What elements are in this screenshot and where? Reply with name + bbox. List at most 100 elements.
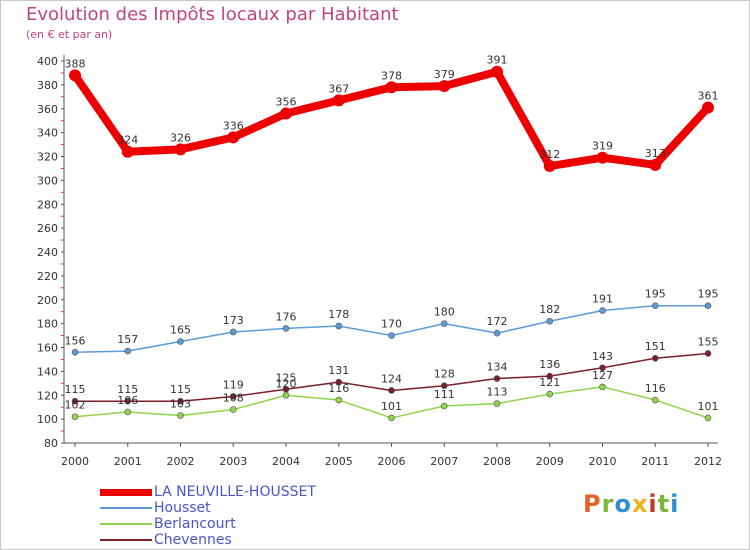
legend-swatch — [100, 489, 152, 496]
x-tick-label: 2012 — [694, 455, 722, 468]
y-tick-label: 340 — [37, 127, 58, 140]
logo-letter: r — [601, 490, 615, 518]
data-label-chevennes: 119 — [223, 378, 244, 391]
data-label-housset: 170 — [381, 318, 402, 331]
data-label-housset: 195 — [645, 288, 666, 301]
data-point-berlancourt — [177, 412, 184, 419]
data-label-berlancourt: 106 — [117, 394, 138, 407]
data-point-chevennes — [704, 350, 712, 357]
data-point-berlancourt — [229, 406, 237, 413]
logo-letter: i — [648, 490, 658, 518]
y-tick-label: 260 — [37, 222, 58, 235]
data-label-la-neuville-housset: 312 — [539, 148, 560, 161]
data-label-berlancourt: 127 — [592, 369, 613, 382]
data-point-chevennes — [282, 385, 290, 393]
data-point-berlancourt — [493, 400, 501, 407]
data-label-berlancourt: 101 — [698, 400, 719, 413]
data-point-housset — [651, 302, 659, 310]
data-label-la-neuville-housset: 361 — [698, 90, 719, 103]
data-label-berlancourt: 102 — [65, 399, 86, 412]
y-tick-label: 200 — [37, 294, 58, 307]
data-label-berlancourt: 116 — [328, 382, 349, 395]
data-label-berlancourt: 113 — [487, 386, 508, 399]
y-tick-label: 160 — [37, 342, 58, 355]
data-point-la-neuville-housset — [332, 94, 345, 107]
data-label-la-neuville-housset: 378 — [381, 69, 402, 82]
data-label-la-neuville-housset: 319 — [592, 140, 613, 153]
x-tick-label: 2000 — [61, 455, 89, 468]
data-point-la-neuville-housset — [596, 151, 609, 164]
y-tick-label: 240 — [37, 246, 58, 259]
data-label-housset: 182 — [539, 303, 560, 316]
data-label-berlancourt: 103 — [170, 398, 191, 411]
y-tick-label: 380 — [37, 79, 58, 92]
y-tick-label: 100 — [37, 413, 58, 426]
data-point-chevennes — [440, 382, 448, 390]
x-tick-label: 2001 — [114, 455, 142, 468]
y-tick-label: 180 — [37, 318, 58, 331]
data-point-la-neuville-housset — [649, 158, 662, 171]
legend-label: Housset — [154, 500, 211, 516]
data-point-housset — [546, 317, 554, 325]
x-tick-label: 2002 — [167, 455, 195, 468]
data-label-housset: 191 — [592, 292, 613, 305]
x-tick-label: 2004 — [272, 455, 300, 468]
data-point-chevennes — [388, 387, 395, 394]
data-point-housset — [282, 325, 290, 332]
legend-label: LA NEUVILLE-HOUSSET — [154, 484, 316, 500]
data-point-la-neuville-housset — [280, 107, 292, 120]
y-tick-label: 220 — [37, 270, 58, 283]
proxiti-logo: Proxiti — [583, 490, 679, 518]
data-label-la-neuville-housset: 367 — [328, 82, 349, 95]
legend-label: Berlancourt — [154, 516, 236, 532]
data-label-chevennes: 151 — [645, 340, 666, 353]
data-point-la-neuville-housset — [702, 101, 714, 114]
data-point-berlancourt — [388, 414, 395, 422]
y-tick-label: 320 — [37, 151, 58, 164]
y-tick-label: 280 — [37, 198, 58, 211]
data-label-housset: 172 — [487, 315, 508, 328]
data-label-chevennes: 115 — [65, 383, 86, 396]
data-point-chevennes — [546, 372, 554, 380]
data-point-housset — [599, 307, 606, 314]
data-label-housset: 156 — [65, 334, 86, 347]
logo-letter: t — [657, 490, 671, 518]
data-point-housset — [177, 338, 184, 345]
data-point-housset — [493, 329, 501, 337]
data-point-berlancourt — [282, 391, 290, 399]
data-label-la-neuville-housset: 388 — [65, 57, 86, 70]
data-point-la-neuville-housset — [543, 160, 556, 173]
data-label-chevennes: 131 — [328, 364, 349, 377]
data-label-berlancourt: 116 — [645, 382, 666, 395]
data-point-chevennes — [335, 378, 343, 386]
data-point-housset — [124, 347, 132, 355]
data-label-chevennes: 124 — [381, 372, 402, 385]
data-point-housset — [229, 328, 237, 336]
data-point-la-neuville-housset — [385, 81, 398, 94]
data-point-la-neuville-housset — [121, 145, 134, 158]
data-label-berlancourt: 111 — [434, 388, 455, 401]
y-tick-label: 400 — [37, 55, 58, 68]
data-point-berlancourt — [124, 408, 132, 416]
logo-letter: o — [614, 490, 632, 518]
data-point-housset — [388, 332, 395, 339]
data-label-la-neuville-housset: 336 — [223, 119, 244, 132]
x-tick-label: 2008 — [483, 455, 511, 468]
data-label-housset: 173 — [223, 314, 244, 327]
logo-letter: i — [670, 490, 680, 518]
data-point-la-neuville-housset — [227, 131, 240, 144]
data-label-chevennes: 155 — [698, 335, 719, 348]
y-tick-label: 360 — [37, 103, 58, 116]
y-tick-label: 140 — [37, 365, 58, 378]
data-label-chevennes: 115 — [117, 383, 138, 396]
data-point-la-neuville-housset — [438, 80, 451, 93]
x-tick-label: 2003 — [219, 455, 247, 468]
data-label-housset: 178 — [328, 308, 349, 321]
x-tick-label: 2009 — [536, 455, 564, 468]
legend-swatch — [100, 539, 152, 541]
data-label-berlancourt: 108 — [223, 392, 244, 405]
data-label-la-neuville-housset: 324 — [117, 134, 138, 147]
data-label-housset: 180 — [434, 306, 455, 319]
x-tick-label: 2006 — [378, 455, 406, 468]
